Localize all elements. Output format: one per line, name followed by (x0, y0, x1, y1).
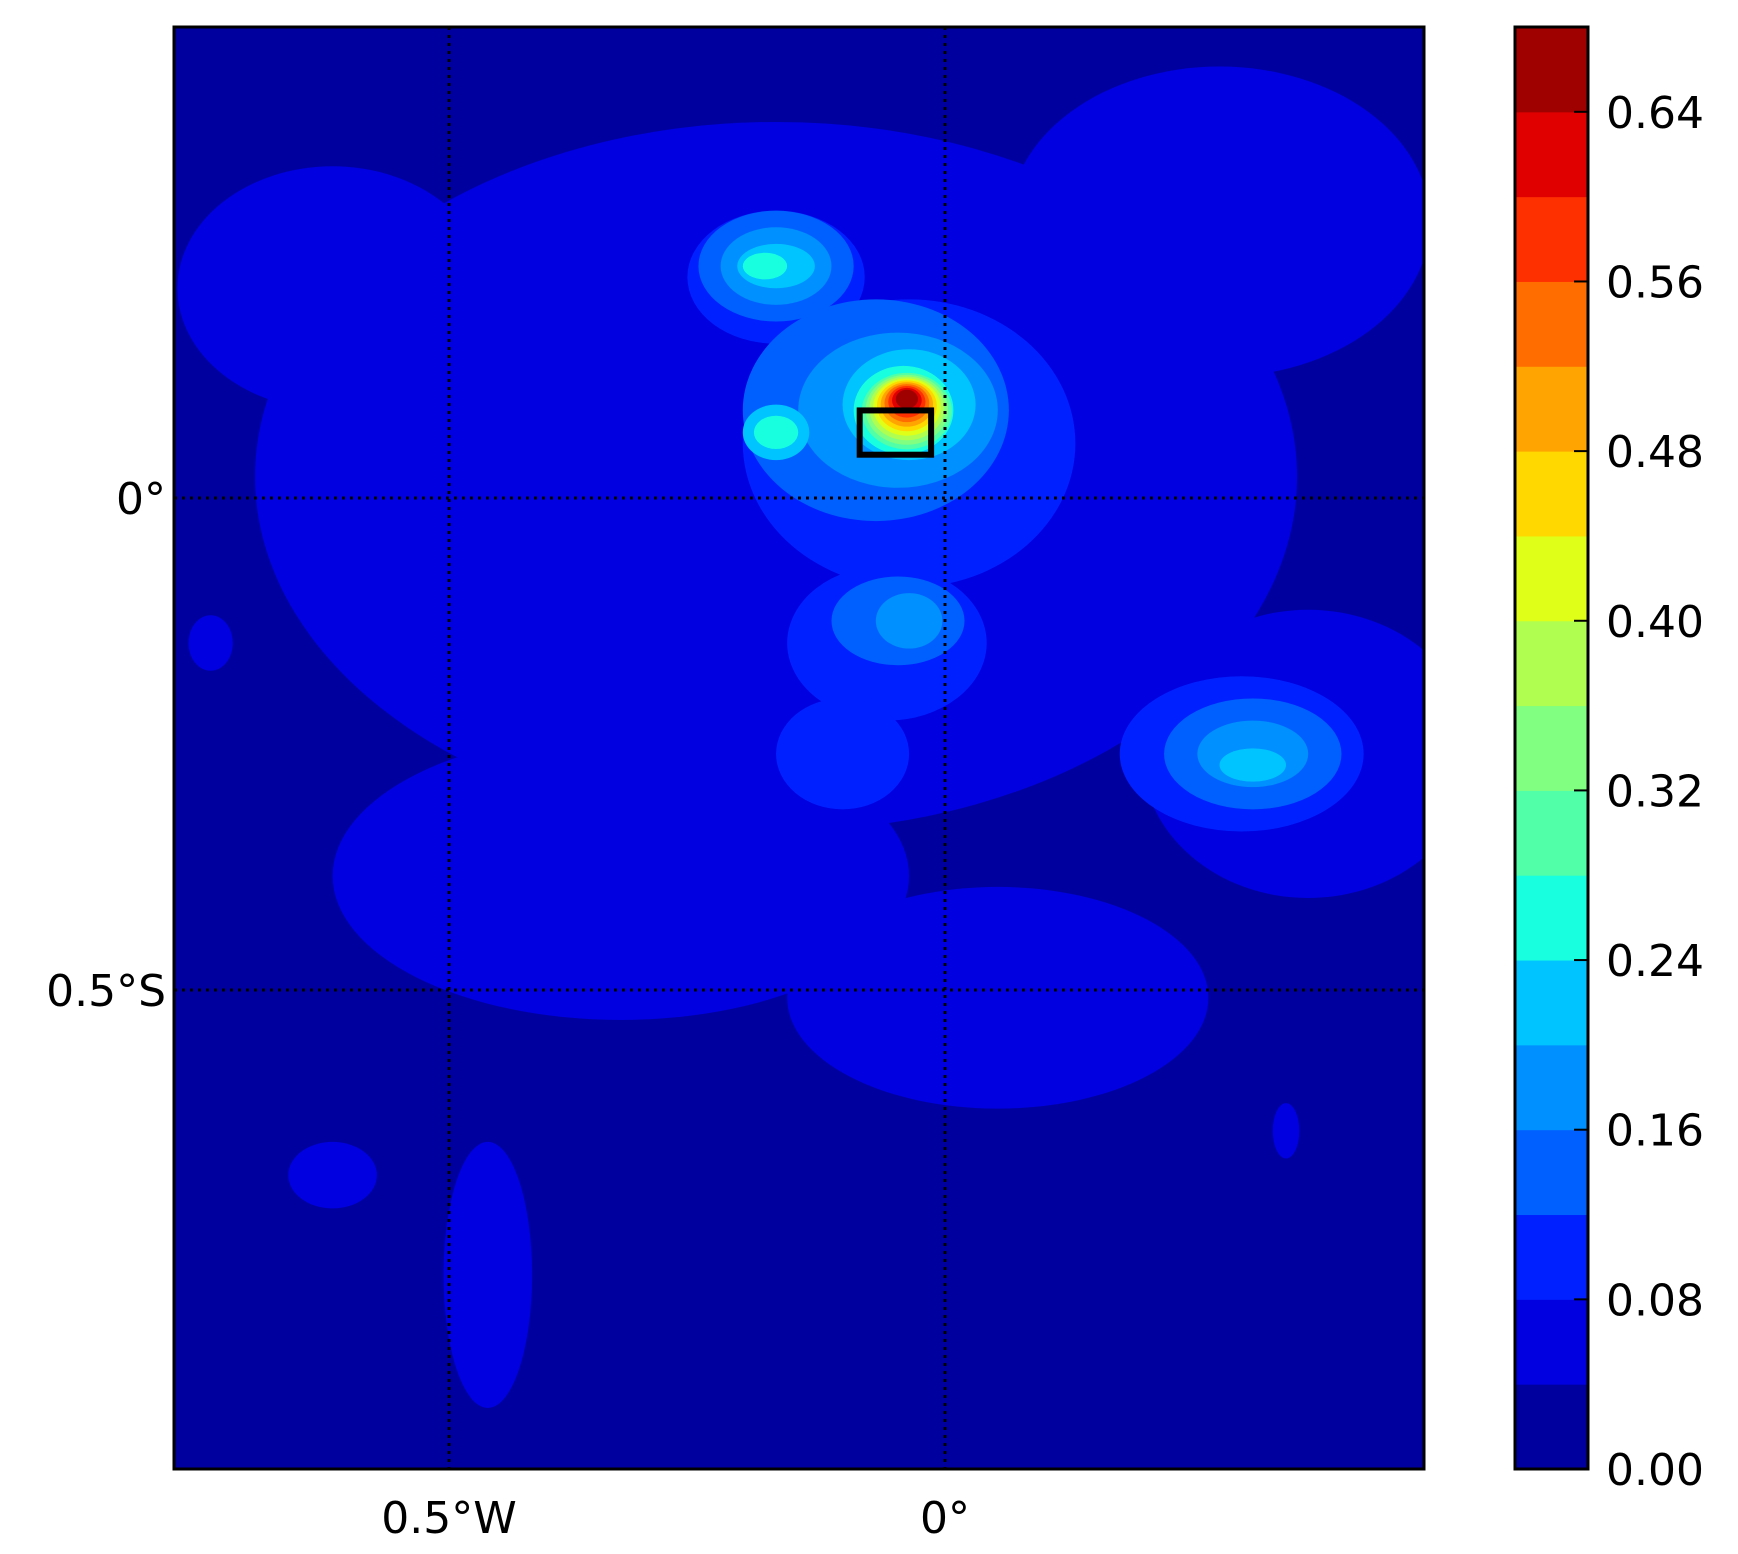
colorbar-tick-label: 0.16 (1606, 1106, 1704, 1157)
y-tick-label: 0.5°S (46, 966, 166, 1017)
colorbar-tick-label: 0.48 (1606, 427, 1704, 478)
colorbar-band (1515, 281, 1588, 367)
contour-level-6 (742, 252, 788, 280)
colorbar-tick-label: 0.24 (1606, 936, 1704, 987)
highlight-box (856, 407, 935, 458)
contour-level-1 (1272, 1103, 1300, 1159)
contour-level-16 (895, 389, 918, 409)
x-axis: 0.5°W 0° (381, 1493, 970, 1544)
colorbar-band (1515, 875, 1588, 961)
colorbar-tick-label: 0.40 (1606, 597, 1704, 648)
colorbar-band (1515, 451, 1588, 537)
colorbar-frame (1513, 25, 1590, 1471)
colorbar-tick-label: 0.64 (1606, 88, 1704, 139)
colorbar-band (1515, 790, 1588, 876)
colorbar-band (1515, 1044, 1588, 1131)
contour-level-1 (288, 1141, 377, 1209)
colorbar-tick-label: 0.00 (1606, 1445, 1704, 1496)
colorbar-tick-label: 0.56 (1606, 257, 1704, 308)
contour-level-1 (332, 731, 910, 1020)
x-tick-label: 0° (920, 1493, 970, 1544)
contour-level-6 (753, 415, 799, 450)
contour-level-2 (776, 698, 910, 810)
colorbar-tick-label: 0.08 (1606, 1275, 1704, 1326)
contour-level-1 (443, 1141, 533, 1408)
colorbar-band (1515, 111, 1588, 198)
colorbar-band (1515, 196, 1588, 282)
contour-level-4 (875, 593, 943, 649)
contour-level-1 (1008, 66, 1424, 377)
y-tick-label: 0° (116, 474, 166, 525)
x-tick-label: 0.5°W (381, 1493, 516, 1544)
contour-level-1 (787, 886, 1209, 1109)
colorbar-band (1515, 960, 1588, 1046)
colorbar: 0.00 0.08 0.16 0.24 0.32 0.40 0.48 0.56 0.64 (1513, 25, 1704, 1496)
contour-level-1 (177, 166, 488, 411)
colorbar-band (1515, 1129, 1588, 1216)
colorbar-tick-label: 0.32 (1606, 766, 1704, 817)
contour-level-5 (1219, 748, 1287, 782)
colorbar-band (1515, 535, 1588, 622)
colorbar-band (1515, 366, 1588, 452)
graticule (174, 27, 1424, 1469)
colorbar-band (1515, 705, 1588, 791)
colorbar-band (1515, 1299, 1588, 1385)
map-frame (172, 25, 1426, 1471)
colorbar-band (1515, 1214, 1588, 1300)
colorbar-band (1515, 620, 1588, 707)
colorbar-band (1515, 27, 1588, 113)
colorbar-band (1515, 1384, 1588, 1470)
contour-field (174, 27, 1424, 1469)
y-axis: 0° 0.5°S (46, 474, 166, 1017)
contour-level-1 (188, 615, 233, 671)
